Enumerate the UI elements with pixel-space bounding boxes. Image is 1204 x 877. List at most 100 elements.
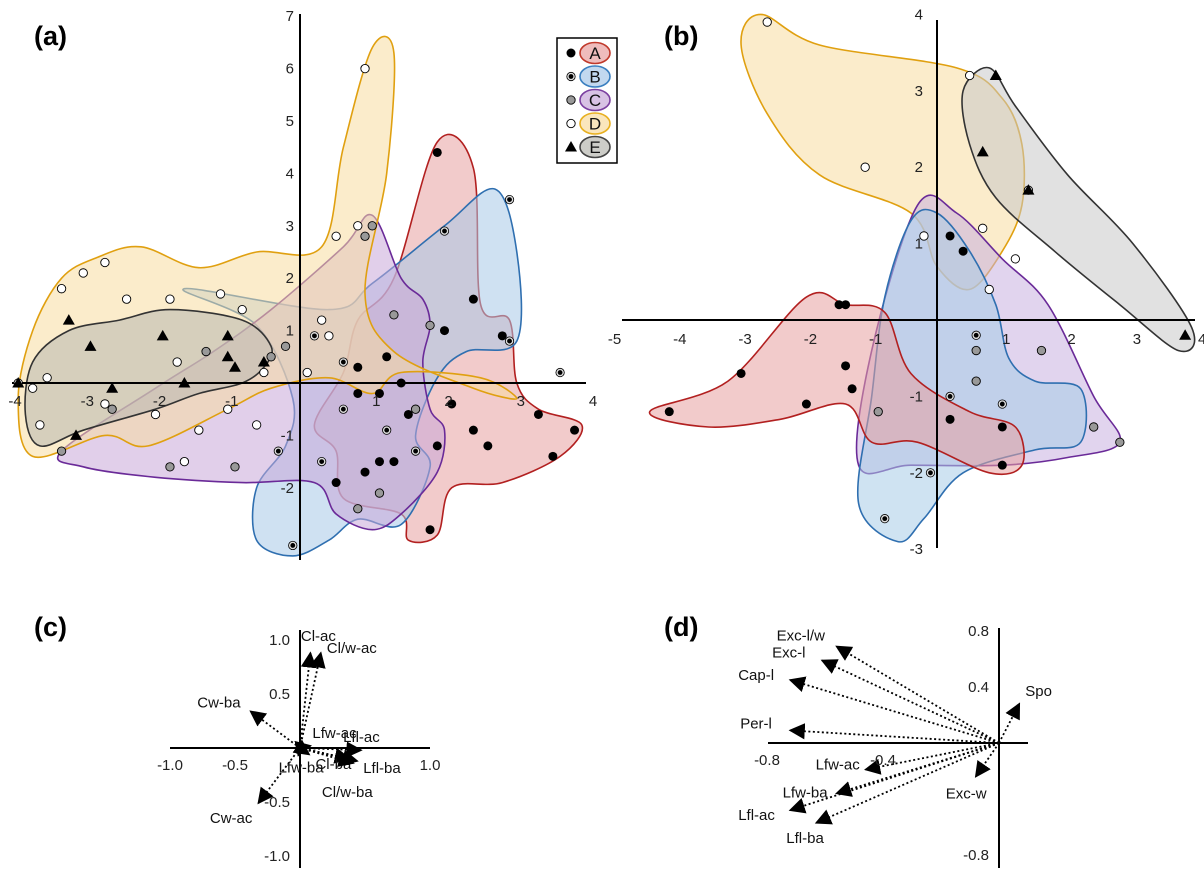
vector-label: Spo bbox=[1025, 683, 1052, 700]
point-A-1 bbox=[841, 300, 851, 310]
y-tick-label: -0.8 bbox=[963, 847, 989, 864]
point-A-14 bbox=[432, 441, 442, 451]
vector-label: Lfw-ba bbox=[783, 784, 829, 801]
point-C-4 bbox=[360, 231, 370, 241]
vector-label: Lfl-ac bbox=[738, 807, 775, 824]
point-B-9-center bbox=[340, 406, 346, 412]
point-A-16 bbox=[360, 467, 370, 477]
vector-label: Cl/w-ac bbox=[327, 640, 378, 657]
point-C-8 bbox=[353, 504, 363, 514]
point-E-0 bbox=[989, 69, 1002, 81]
point-C-6 bbox=[425, 320, 435, 331]
vector-label: Lfl-ac bbox=[343, 729, 380, 746]
point-B-8-center bbox=[275, 448, 281, 454]
vector-arrow bbox=[998, 702, 1021, 744]
y-tick-label: 3 bbox=[915, 83, 923, 100]
x-tick-label: -3 bbox=[738, 331, 751, 348]
point-A-2 bbox=[736, 368, 746, 378]
y-tick-label: 0.4 bbox=[968, 679, 989, 696]
panel-b-scatter: -5 -4 -3 -2 -1 1 2 3 4 -3 -2 -1 1 2 3 4 bbox=[608, 6, 1204, 558]
point-A-5 bbox=[353, 362, 363, 372]
point-C-11 bbox=[266, 352, 276, 362]
point-E-3 bbox=[1179, 329, 1192, 340]
y-tick-label: -2 bbox=[910, 465, 923, 482]
legend-label-B: B bbox=[589, 68, 600, 87]
point-C-0 bbox=[873, 407, 883, 417]
point-C-12 bbox=[201, 346, 211, 357]
point-B-2-center bbox=[947, 394, 953, 399]
y-tick-label: 5 bbox=[286, 113, 294, 130]
vector-arrow bbox=[299, 747, 355, 767]
point-D-7 bbox=[1010, 254, 1021, 264]
x-tick-label: 1 bbox=[1002, 331, 1010, 348]
legend-marker-D bbox=[566, 118, 576, 129]
legend-swatch-A bbox=[579, 41, 611, 65]
vector-arrow bbox=[788, 742, 1000, 814]
point-A-0 bbox=[432, 147, 442, 157]
legend-label-A: A bbox=[589, 44, 601, 63]
x-tick-label: -5 bbox=[608, 331, 621, 348]
vector-arrow bbox=[788, 676, 1000, 744]
vector-label: Lfl-ba bbox=[363, 760, 401, 777]
y-tick-label: -1 bbox=[281, 427, 294, 444]
point-D-23 bbox=[172, 357, 182, 367]
x-tick-label: -3 bbox=[81, 393, 94, 410]
legend-label-C: C bbox=[589, 91, 601, 110]
point-D-22 bbox=[324, 331, 334, 341]
point-D-17 bbox=[251, 420, 262, 430]
point-C-3 bbox=[1115, 437, 1125, 447]
point-B-2-center bbox=[507, 338, 512, 344]
point-A-3 bbox=[664, 407, 674, 417]
point-C-13 bbox=[107, 404, 117, 414]
point-D-12 bbox=[42, 373, 52, 383]
point-D-5 bbox=[919, 231, 929, 241]
point-A-18 bbox=[331, 478, 341, 488]
point-D-5 bbox=[165, 294, 175, 304]
point-D-11 bbox=[28, 383, 38, 393]
legend-swatch-E bbox=[579, 135, 611, 159]
x-tick-label: 2 bbox=[1067, 331, 1075, 348]
vector-label: Cl-ba bbox=[315, 756, 352, 773]
point-D-21 bbox=[302, 367, 312, 378]
panel-label-c: (c) bbox=[34, 612, 67, 642]
y-tick-label: 1 bbox=[286, 323, 294, 340]
panel-label-b: (b) bbox=[664, 21, 698, 51]
point-B-10-center bbox=[413, 448, 418, 454]
y-tick-label: 7 bbox=[286, 8, 294, 25]
point-A-8 bbox=[958, 246, 968, 256]
point-A-12 bbox=[548, 451, 558, 461]
legend-marker-C bbox=[566, 95, 576, 105]
y-tick-label: -1 bbox=[910, 388, 923, 405]
point-D-0 bbox=[360, 63, 370, 74]
vector-label: Cl/w-ba bbox=[322, 784, 374, 801]
y-tick-label: 1.0 bbox=[269, 632, 290, 649]
point-A-4 bbox=[382, 352, 392, 362]
vector-label: Lfw-ac bbox=[312, 725, 357, 742]
point-A-10 bbox=[533, 409, 543, 419]
point-A-11 bbox=[570, 425, 580, 435]
vector-label: Cl-ac bbox=[301, 628, 337, 645]
point-D-8 bbox=[353, 221, 363, 231]
point-D-1 bbox=[860, 162, 870, 172]
point-E-3 bbox=[221, 329, 234, 341]
y-tick-label: 1 bbox=[915, 236, 923, 253]
hull-group-B bbox=[857, 208, 1088, 543]
vector-label: Exc-l/w bbox=[777, 627, 826, 644]
x-tick-label: 1 bbox=[372, 393, 380, 410]
point-A-0 bbox=[834, 300, 844, 310]
y-tick-label: 4 bbox=[286, 165, 294, 182]
y-tick-label: 0.8 bbox=[968, 623, 989, 640]
point-A-13 bbox=[483, 441, 493, 451]
legend-marker-E bbox=[565, 141, 577, 152]
y-tick-label: 4 bbox=[915, 6, 923, 23]
point-E-2 bbox=[156, 329, 169, 341]
x-tick-label: -4 bbox=[8, 393, 21, 410]
point-B-5-center bbox=[340, 359, 346, 365]
point-C-2 bbox=[1089, 422, 1099, 432]
point-A-15 bbox=[389, 457, 399, 467]
vector-arrow bbox=[864, 742, 1000, 775]
legend-swatch-B bbox=[579, 65, 611, 88]
point-D-16 bbox=[223, 404, 233, 414]
